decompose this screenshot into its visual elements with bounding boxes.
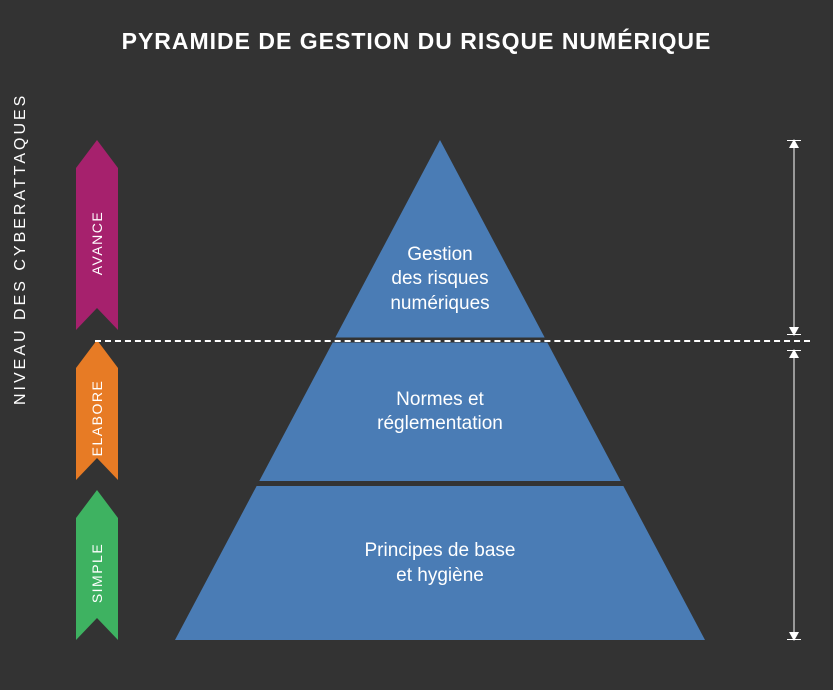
arrow-label-simple: SIMPLE	[89, 543, 105, 603]
pyramid-tier-bottom: Principes de baseet hygiène	[175, 140, 705, 640]
pyramid: Gestiondes risquesnumériques Normes etré…	[175, 140, 705, 640]
arrow-label-elabore: ELABORE	[89, 380, 105, 457]
bracket-scenarios: Approchepar scénarios	[787, 140, 801, 335]
arrow-label-avance: AVANCE	[89, 211, 105, 276]
arrow-simple: SIMPLE	[76, 490, 118, 640]
page-title: PYRAMIDE DE GESTION DU RISQUE NUMÉRIQUE	[0, 28, 833, 55]
arrow-avance: AVANCE	[76, 140, 118, 330]
arrow-elabore: ELABORE	[76, 340, 118, 480]
pyramid-tier-label-bottom: Principes de baseet hygiène	[175, 539, 705, 588]
dashed-divider	[95, 340, 810, 342]
y-axis-label: NIVEAU DES CYBERATTAQUES	[12, 93, 30, 405]
bracket-conformite: Approchepar conformité	[787, 350, 801, 640]
